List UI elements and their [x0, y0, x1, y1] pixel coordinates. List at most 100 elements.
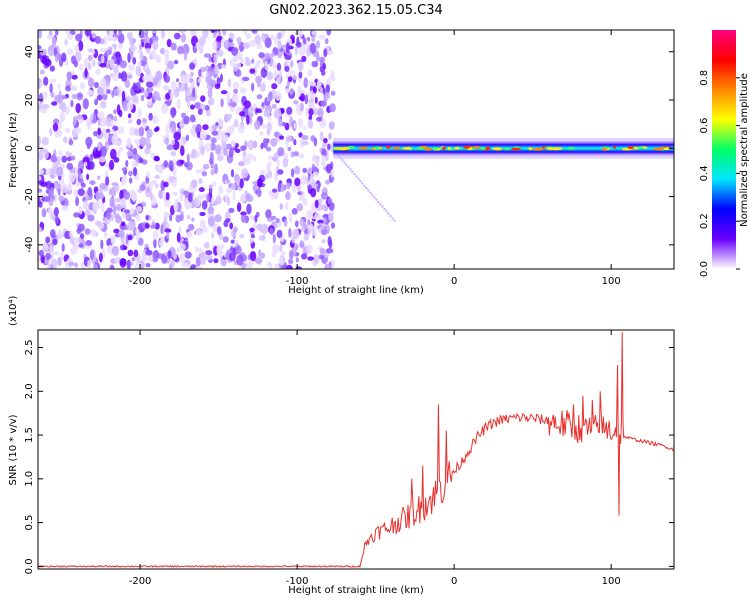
heatmap-noise-cell [287, 76, 293, 83]
heatmap-noise-cell [172, 191, 178, 197]
heatmap-noise-region [38, 30, 396, 269]
heatmap-noise-cell [38, 45, 42, 50]
heatmap-noise-cell [82, 98, 89, 110]
heatmap-noise-cell [101, 55, 105, 63]
heatmap-noise-cell [223, 147, 228, 157]
heatmap-noise-cell [284, 202, 289, 211]
heatmap-noise-cell [184, 81, 188, 92]
heatmap-noise-cell [285, 42, 290, 54]
heatmap-noise-cell [303, 37, 307, 45]
heatmap-noise-cell [298, 195, 303, 202]
heatmap-noise-cell [187, 192, 193, 203]
heatmap-noise-cell [272, 243, 280, 254]
heatmap-noise-cell [74, 127, 82, 134]
heatmap-noise-cell [199, 219, 206, 230]
heatmap-noise-cell [241, 157, 249, 163]
heatmap-noise-cell [163, 211, 170, 219]
heatmap-noise-cell [60, 183, 68, 194]
heatmap-noise-cell [246, 203, 252, 215]
heatmap-noise-cell [120, 197, 127, 207]
heatmap-noise-cell [113, 109, 117, 115]
heatmap-noise-cell [187, 96, 191, 108]
heatmap-frame [37, 29, 675, 270]
heatmap-noise-cell [56, 95, 64, 104]
heatmap-noise-cell [174, 59, 179, 65]
heatmap-noise-cell [279, 260, 285, 266]
heatmap-noise-cell [127, 113, 132, 119]
heatmap-noise-cell [203, 241, 210, 249]
heatmap-noise-cell [180, 145, 185, 157]
heatmap-noise-cell [121, 90, 126, 102]
heatmap-noise-cell [226, 179, 231, 184]
heatmap-noise-cell [255, 60, 260, 69]
heatmap-noise-cell [176, 78, 179, 83]
heatmap-noise-cell [165, 92, 171, 100]
heatmap-noise-cell [259, 83, 266, 92]
heatmap-noise-cell [330, 259, 335, 269]
heatmap-noise-cell [308, 115, 313, 121]
heatmap-noise-cell [282, 251, 286, 256]
heatmap-noise-cell [202, 163, 210, 170]
heatmap-noise-cell [67, 33, 74, 40]
heatmap-y-tick-label: 20 [24, 94, 35, 107]
heatmap-noise-cell [87, 186, 93, 197]
heatmap-noise-cell [67, 181, 72, 192]
heatmap-noise-cell [188, 223, 195, 231]
heatmap-noise-cell [311, 35, 316, 42]
heatmap-noise-cell [317, 107, 324, 118]
heatmap-noise-cell [145, 249, 153, 256]
heatmap-noise-cell [307, 119, 314, 129]
heatmap-streak-cell [371, 193, 374, 197]
heatmap-noise-cell [126, 101, 134, 111]
heatmap-noise-cell [45, 252, 51, 261]
heatmap-noise-cell [75, 33, 83, 42]
colorbar: 0.0 0.2 0.4 0.6 0.8 Normalized spectral ampl… [699, 30, 750, 277]
heatmap-noise-cell [277, 182, 281, 193]
heatmap-noise-cell [116, 54, 120, 66]
heatmap-noise-cell [77, 188, 85, 197]
heatmap-noise-cell [309, 210, 313, 221]
heatmap-noise-cell [129, 36, 133, 46]
heatmap-noise-cell [268, 170, 273, 179]
heatmap-noise-cell [152, 40, 159, 51]
heatmap-noise-cell [87, 78, 95, 88]
heatmap-noise-cell [197, 78, 203, 83]
heatmap-noise-cell [227, 78, 232, 88]
heatmap-noise-cell [205, 250, 213, 256]
heatmap-noise-cell [129, 177, 133, 184]
heatmap-noise-cell [251, 30, 257, 33]
heatmap-band-peak [633, 146, 639, 150]
heatmap-noise-cell [127, 170, 133, 177]
heatmap-noise-cell [117, 126, 125, 134]
heatmap-noise-cell [218, 185, 224, 195]
heatmap-noise-cell [228, 147, 234, 158]
heatmap-noise-cell [271, 103, 277, 109]
heatmap-noise-cell [325, 84, 330, 94]
heatmap-noise-cell [127, 234, 133, 241]
heatmap-noise-cell [73, 116, 78, 123]
heatmap-noise-cell [183, 115, 190, 125]
heatmap-noise-cell [216, 244, 222, 256]
heatmap-noise-cell [166, 144, 174, 151]
heatmap-noise-cell [285, 191, 291, 201]
heatmap-noise-cell [95, 68, 101, 75]
heatmap-noise-cell [330, 169, 334, 178]
heatmap-noise-cell [256, 187, 262, 198]
heatmap-noise-cell [281, 122, 286, 127]
snr-x-tick-label: -100 [286, 576, 309, 587]
heatmap-noise-cell [137, 61, 142, 68]
heatmap-streak-cell [391, 217, 394, 220]
heatmap-band-peak [511, 147, 521, 151]
heatmap-noise-cell [173, 201, 179, 212]
heatmap-noise-cell [133, 208, 137, 216]
heatmap-noise-cell [171, 108, 176, 119]
snr-y-scale-label: (x10⁴) [8, 295, 19, 326]
heatmap-noise-cell [209, 142, 216, 151]
heatmap-noise-cell [105, 128, 111, 133]
heatmap-noise-cell [169, 263, 173, 269]
heatmap-noise-cell [254, 258, 263, 264]
heatmap-noise-cell [95, 190, 100, 202]
heatmap-noise-cell [186, 202, 193, 209]
heatmap-noise-cell [109, 119, 114, 128]
heatmap-noise-cell [132, 167, 138, 177]
